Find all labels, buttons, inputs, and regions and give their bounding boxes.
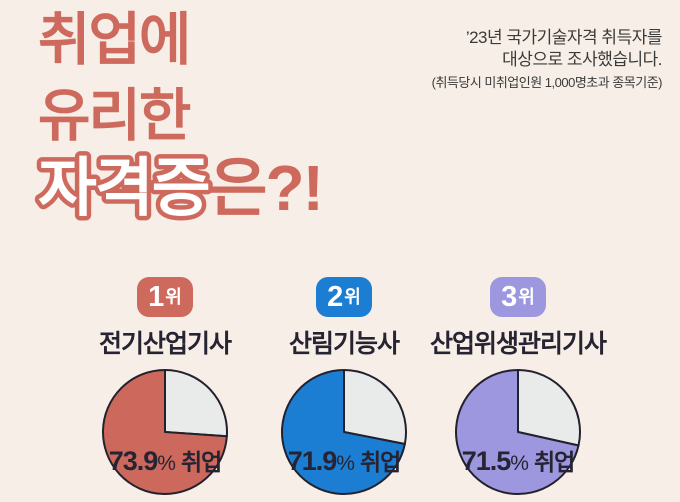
percent-sign: % [157,452,176,475]
title-line-1: 취업에 [38,8,191,72]
rank-badge: 3 위 [490,277,546,317]
percent-sign: % [510,452,529,475]
employment-label: 취업 [180,449,222,475]
rank-suffix: 위 [165,287,182,307]
page-title: 취업에 유리한 자격증은?! [34,2,381,230]
pie-chart [100,367,230,497]
employment-percent: 71.9 [287,446,338,476]
title-line-2: 유리한 [38,84,191,148]
svg-text:자격증은?!: 자격증은?! [38,152,322,224]
pie-chart-wrap: 71.9% 취업 [279,367,409,497]
rank-number: 1 [148,280,165,313]
pie-label: 71.9% 취업 [287,443,402,477]
title-rest-text: 은?! [209,152,322,224]
employment-label: 취업 [359,449,401,475]
rank-suffix: 위 [518,287,535,307]
survey-note-line2: 대상으로 조사했습니다. [502,50,662,69]
ranking-column-1: 1 위 전기산업기사 73.9% 취업 [55,277,275,497]
ranking-column-3: 3 위 산업위생관리기사 71.5% 취업 [408,277,628,497]
rank-badge: 2 위 [316,277,372,317]
rank-badge: 1 위 [137,277,193,317]
survey-note: ’23년 국가기술자격 취득자를 대상으로 조사했습니다. (취득당시 미취업인… [431,27,663,91]
pie-label: 71.5% 취업 [461,443,576,477]
certificate-name: 산림기능사 [288,330,400,358]
pie-chart [279,367,409,497]
infographic: 취업에 유리한 자격증은?! ’23년 국가기술자격 취득자를 대상으로 조사했… [34,2,663,495]
ranking-column-2: 2 위 산림기능사 71.9% 취업 [234,277,454,497]
employment-label: 취업 [533,449,575,475]
survey-note-line1: ’23년 국가기술자격 취득자를 [465,28,663,47]
certificate-name: 전기산업기사 [98,330,232,358]
certificate-name: 산업위생관리기사 [429,330,607,358]
pie-chart-wrap: 71.5% 취업 [453,367,583,497]
rank-number: 3 [501,280,518,313]
pie-label: 73.9% 취업 [108,443,223,477]
rank-suffix: 위 [344,287,361,307]
title-line-3: 자격증은?! [34,148,324,229]
pie-chart-wrap: 73.9% 취업 [100,367,230,497]
employment-percent: 73.9 [108,446,159,476]
rank-number: 2 [327,280,344,313]
title-outlined-text: 자격증 [38,152,209,224]
percent-sign: % [336,452,355,475]
survey-note-line3: (취득당시 미취업인원 1,000명초과 종목기준) [431,75,663,90]
employment-percent: 71.5 [461,446,512,476]
pie-chart [453,367,583,497]
